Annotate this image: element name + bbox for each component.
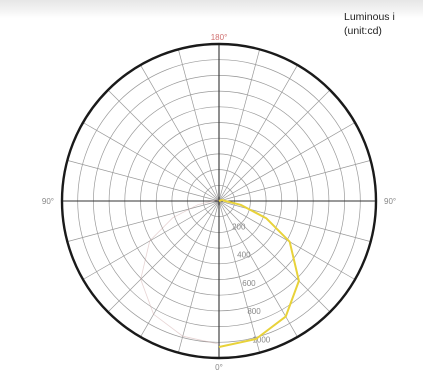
grid-spoke [82,200,220,280]
radial-tick-label: 400 [237,251,251,260]
top-window-band [0,0,423,18]
radial-tick-labels: 200 400 600 800 1000 [232,222,271,344]
radial-tick-label: 800 [247,307,261,316]
intensity-curve-layer [140,198,300,348]
grid-spoke [178,49,220,202]
grid-spoke [107,200,220,313]
grid-spoke [178,200,220,353]
grid-spoke [67,160,220,202]
radial-tick-label: 200 [232,222,246,231]
grid-spoke [140,200,220,338]
grid-spoke [82,122,220,202]
radial-tick-label: 1000 [252,335,270,344]
grid-spoke [218,122,356,202]
polar-grid-spokes [67,49,371,353]
grid-spoke [218,160,371,202]
grid-spoke [107,89,220,202]
angle-label-bottom: 0° [215,363,223,372]
outer-ring [60,42,378,360]
grid-spoke [218,200,260,353]
radial-tick-label: 600 [242,279,256,288]
grid-spoke [140,64,220,202]
grid-spoke [67,200,220,242]
legend-title: Luminous i [344,11,395,23]
intensity-curve-mirror [140,199,220,345]
angle-label-right: 90° [384,197,396,206]
intensity-curve [218,198,300,348]
grid-spoke [218,89,331,202]
angle-label-left: 90° [42,197,54,206]
grid-spoke [218,64,298,202]
grid-spoke [218,200,331,313]
angle-label-top: 180° [211,33,228,42]
legend-unit: (unit:cd) [344,25,382,37]
grid-spoke [218,49,260,202]
grid-spoke [218,200,298,338]
angle-labels: 180° 90° 90° 0° [42,33,396,372]
